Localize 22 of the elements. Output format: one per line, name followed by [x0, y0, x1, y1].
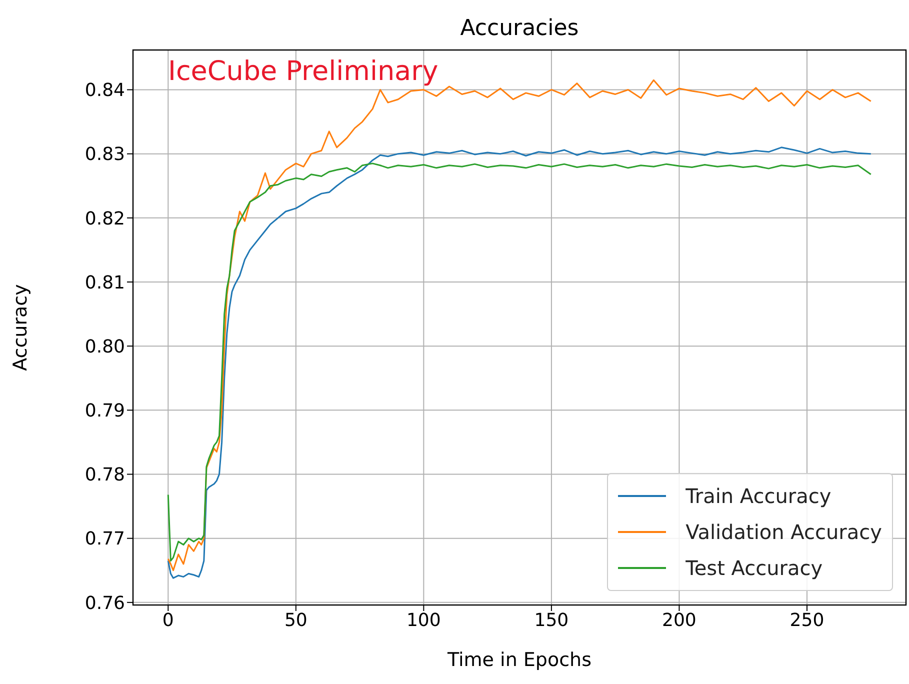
- y-tick-label: 0.80: [84, 336, 125, 358]
- y-tick-label: 0.78: [84, 464, 125, 486]
- legend-label: Train Accuracy: [686, 483, 832, 510]
- x-tick-label: 50: [284, 610, 308, 631]
- x-tick-label: 200: [662, 610, 696, 631]
- y-tick-label: 0.83: [84, 144, 125, 166]
- x-tick-label: 0: [162, 610, 174, 631]
- x-tick-label: 100: [406, 610, 441, 631]
- x-axis-title: Time in Epochs: [446, 649, 592, 671]
- annotation: IceCube Preliminary: [168, 56, 438, 87]
- y-tick-label: 0.79: [84, 400, 125, 422]
- x-tick-label: 150: [534, 610, 569, 631]
- x-tick-label: 250: [790, 610, 824, 631]
- y-tick-label: 0.81: [84, 272, 125, 294]
- chart-title: Accuracies: [459, 16, 580, 41]
- legend-label: Test Accuracy: [686, 555, 823, 582]
- y-axis-title: Accuracy: [10, 284, 32, 371]
- y-tick-label: 0.76: [84, 592, 125, 614]
- legend-label: Validation Accuracy: [686, 519, 882, 546]
- y-tick-label: 0.77: [84, 528, 125, 550]
- y-tick-label: 0.82: [84, 208, 125, 230]
- y-tick-label: 0.84: [84, 80, 125, 102]
